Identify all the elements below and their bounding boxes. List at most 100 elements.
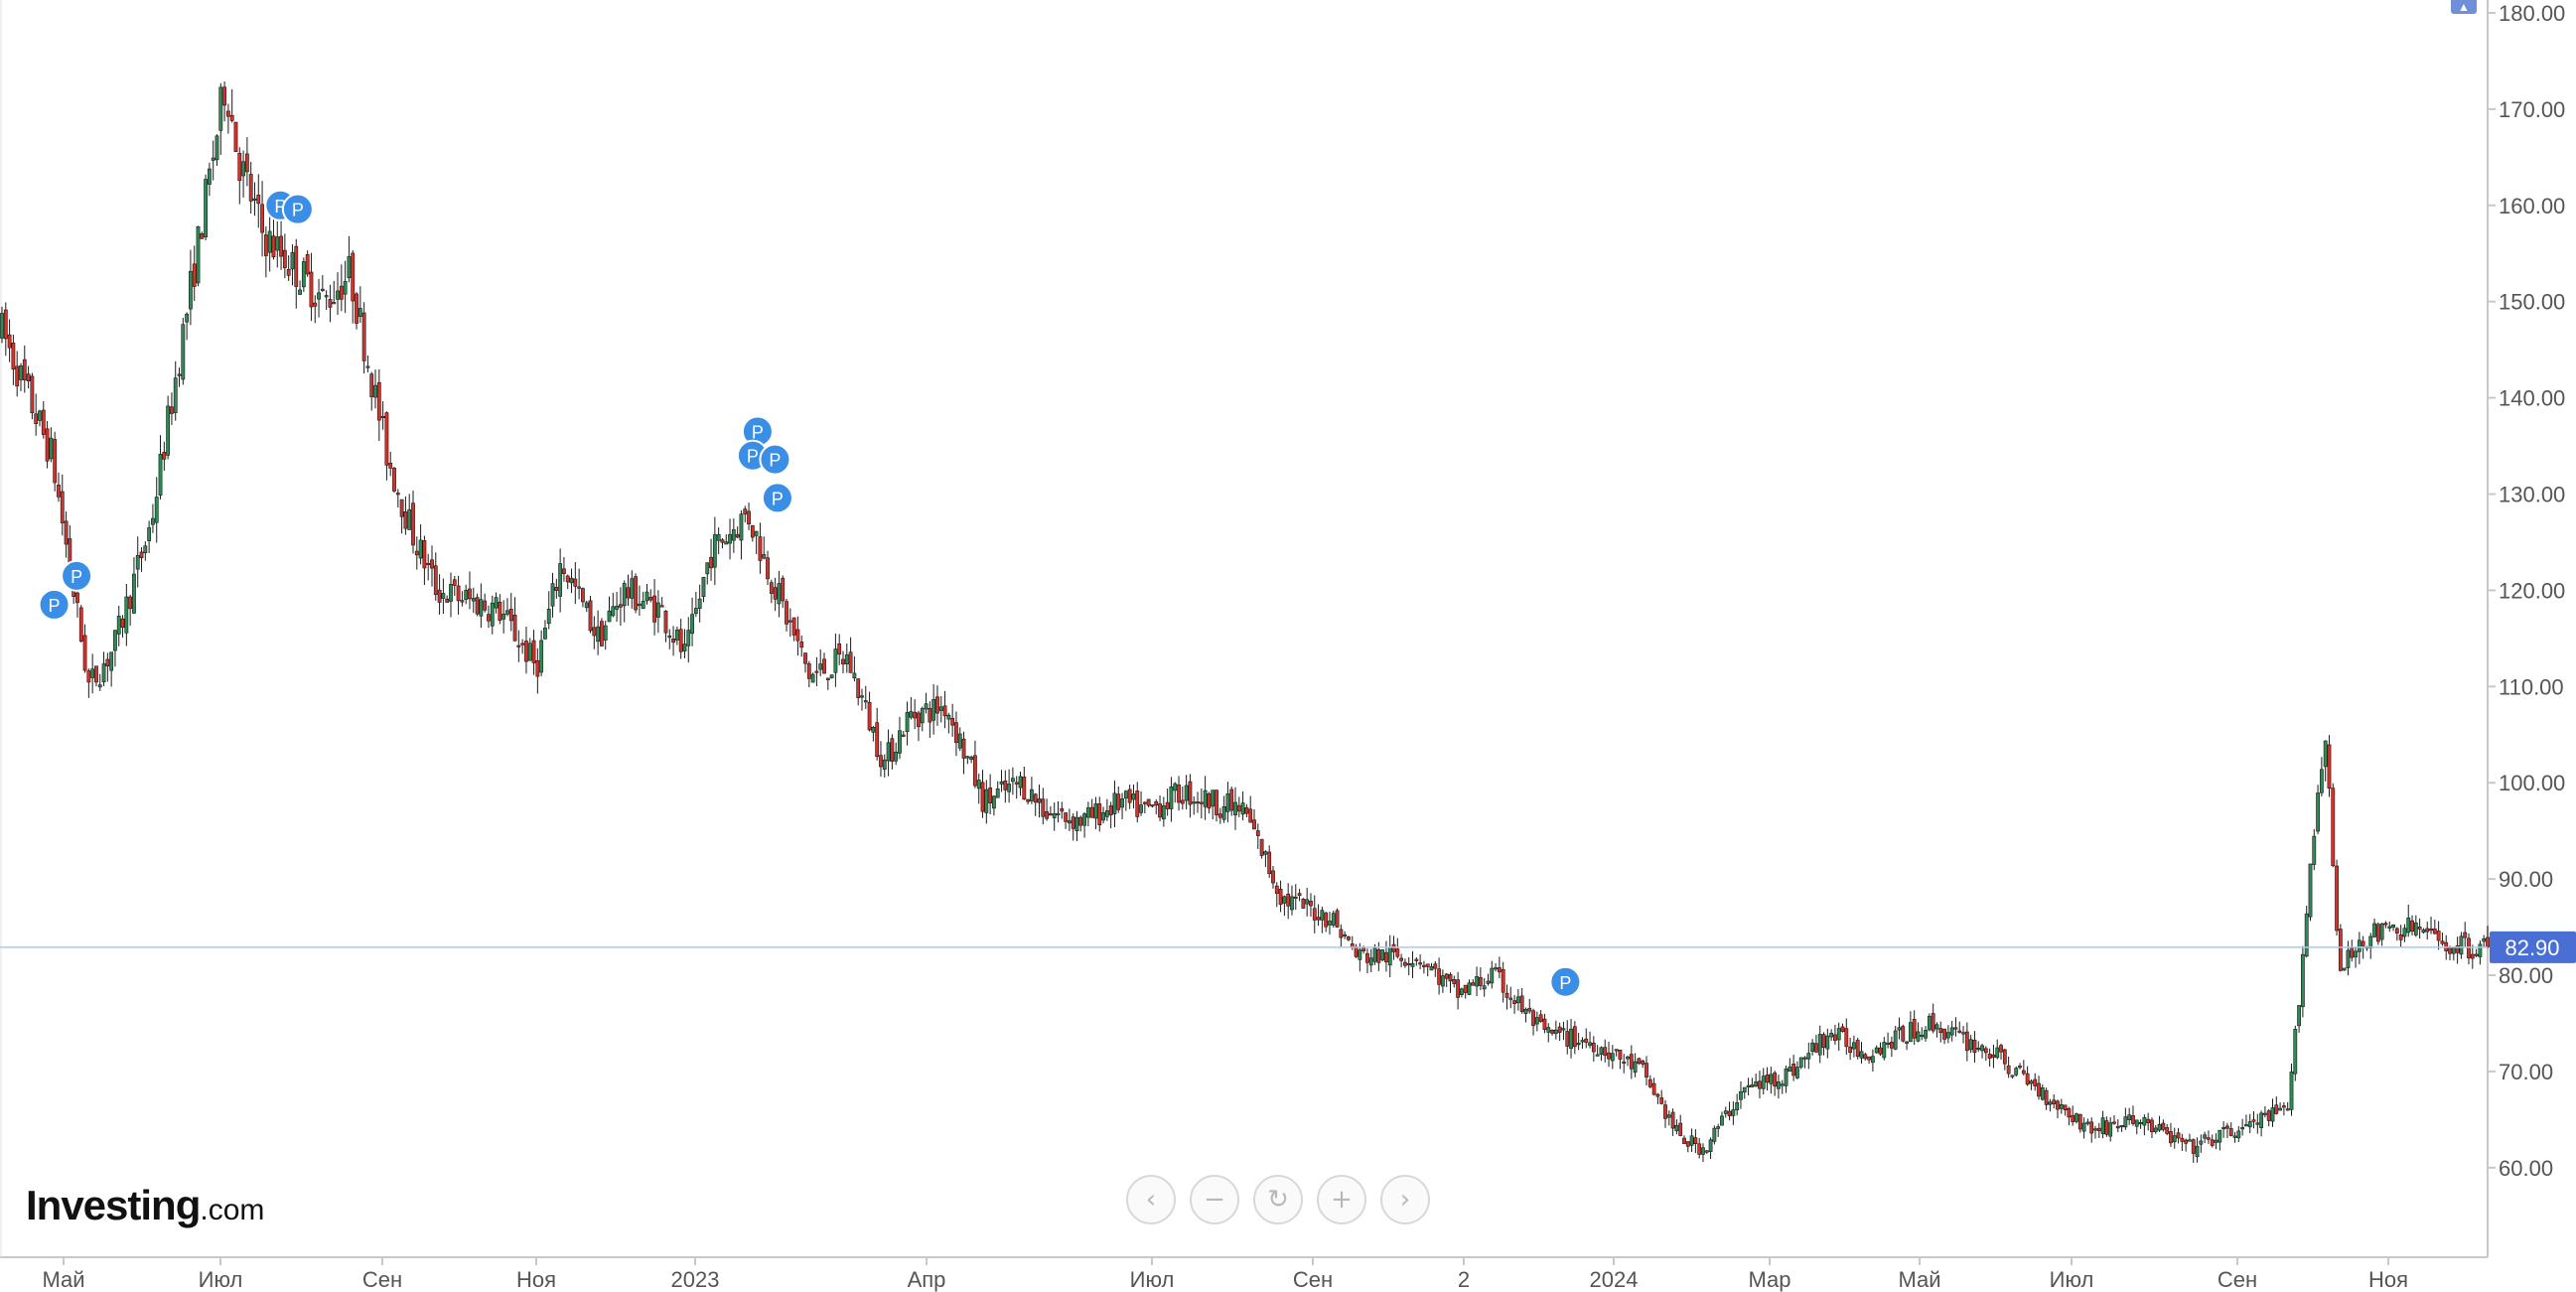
y-tick-label: 90.00 xyxy=(2499,867,2553,892)
candle-down xyxy=(1433,963,1438,969)
candle-down xyxy=(2021,1070,2026,1075)
reset-button[interactable]: ↻ xyxy=(1253,1175,1303,1224)
candle-up xyxy=(1380,949,1385,961)
candle-up xyxy=(336,290,340,300)
candle-down xyxy=(487,614,491,622)
candle-down xyxy=(619,604,623,608)
candle-down xyxy=(942,705,947,717)
scroll-right-button[interactable]: › xyxy=(1380,1175,1430,1224)
expand-icon[interactable]: ▲ xyxy=(2451,0,2477,14)
event-marker-label: P xyxy=(71,567,82,587)
candle-down xyxy=(1938,1028,1943,1034)
event-marker[interactable] xyxy=(61,559,93,592)
candle-down xyxy=(554,587,559,591)
candle-down xyxy=(225,110,230,117)
candle-down xyxy=(1064,812,1068,822)
candle-down xyxy=(1591,1042,1596,1053)
candle-up xyxy=(1806,1053,1811,1060)
candle-up xyxy=(1293,896,1298,899)
candle-up xyxy=(154,497,159,523)
candle-down xyxy=(1531,1010,1535,1027)
event-marker[interactable] xyxy=(281,193,314,225)
candle-down xyxy=(516,645,521,647)
candle-down xyxy=(1942,1028,1946,1040)
candle-down xyxy=(1607,1052,1611,1060)
candle-down xyxy=(411,502,415,546)
candle-down xyxy=(2089,1121,2094,1134)
candle-up xyxy=(871,727,876,733)
candle-up xyxy=(97,684,102,688)
candle-down xyxy=(1116,793,1121,810)
candle-up xyxy=(1011,778,1015,783)
candle-down xyxy=(437,589,442,603)
event-marker[interactable] xyxy=(1549,965,1582,998)
candle-down xyxy=(720,539,725,543)
candle-up xyxy=(1221,805,1226,820)
candle-up xyxy=(1082,813,1086,826)
candle-down xyxy=(954,722,958,744)
chart-navigation: ‹ − ↻ + › xyxy=(1126,1175,1430,1224)
candle-down xyxy=(1833,1034,1837,1041)
candle-up xyxy=(2354,950,2358,957)
candle-down xyxy=(600,621,604,646)
candle-down xyxy=(2077,1113,2082,1130)
zoom-in-button[interactable]: + xyxy=(1317,1175,1366,1224)
candle-down xyxy=(86,670,91,683)
candle-down xyxy=(1252,819,1256,830)
chevron-left-icon: ‹ xyxy=(1145,1185,1157,1215)
candle-up xyxy=(275,236,280,251)
scroll-left-button[interactable]: ‹ xyxy=(1126,1175,1176,1224)
candle-down xyxy=(1848,1046,1853,1054)
candle-down xyxy=(562,568,566,574)
candle-down xyxy=(2375,924,2380,942)
candle-down xyxy=(803,652,807,664)
candle-down xyxy=(1271,870,1275,884)
candle-up xyxy=(90,668,95,678)
candle-up xyxy=(1802,1057,1807,1060)
candle-down xyxy=(2150,1119,2154,1133)
candle-up xyxy=(886,742,891,762)
candle-down xyxy=(422,540,427,569)
candle-down xyxy=(1041,798,1046,817)
candle-down xyxy=(177,373,182,376)
candle-down xyxy=(1425,963,1430,967)
candle-up xyxy=(135,555,140,570)
candle-up xyxy=(762,554,767,559)
candle-down xyxy=(1765,1075,1770,1083)
event-marker[interactable] xyxy=(38,588,71,621)
candle-down xyxy=(395,493,400,496)
candle-down xyxy=(837,644,842,655)
candle-up xyxy=(143,545,148,554)
candle-up xyxy=(1825,1035,1830,1050)
candle-up xyxy=(158,454,163,496)
candle-up xyxy=(2123,1116,2128,1128)
candle-down xyxy=(1078,816,1083,826)
event-marker[interactable] xyxy=(761,482,793,514)
zoom-out-button[interactable]: − xyxy=(1190,1175,1239,1224)
candle-up xyxy=(1874,1047,1879,1054)
candle-down xyxy=(1964,1031,1969,1052)
candle-up xyxy=(49,437,54,460)
candle-down xyxy=(1603,1047,1608,1057)
candle-up xyxy=(2010,1075,2015,1077)
candle-up xyxy=(852,672,857,678)
event-marker-label: P xyxy=(769,451,781,471)
candle-down xyxy=(1538,1014,1543,1022)
y-tick-label: 150.00 xyxy=(2499,290,2565,315)
candle-up xyxy=(2387,926,2392,929)
event-marker[interactable] xyxy=(759,443,791,476)
candle-down xyxy=(1316,917,1321,921)
candle-down xyxy=(1889,1042,1894,1049)
candle-up xyxy=(1305,899,1310,905)
candle-down xyxy=(652,595,656,623)
candle-down xyxy=(237,152,242,182)
candle-down xyxy=(2251,1119,2256,1122)
candle-up xyxy=(490,602,495,627)
candle-up xyxy=(965,756,970,759)
candle-up xyxy=(1441,975,1445,987)
candle-down xyxy=(2338,929,2343,971)
candle-up xyxy=(1689,1135,1694,1146)
candle-down xyxy=(282,249,287,268)
candle-up xyxy=(1817,1034,1822,1056)
